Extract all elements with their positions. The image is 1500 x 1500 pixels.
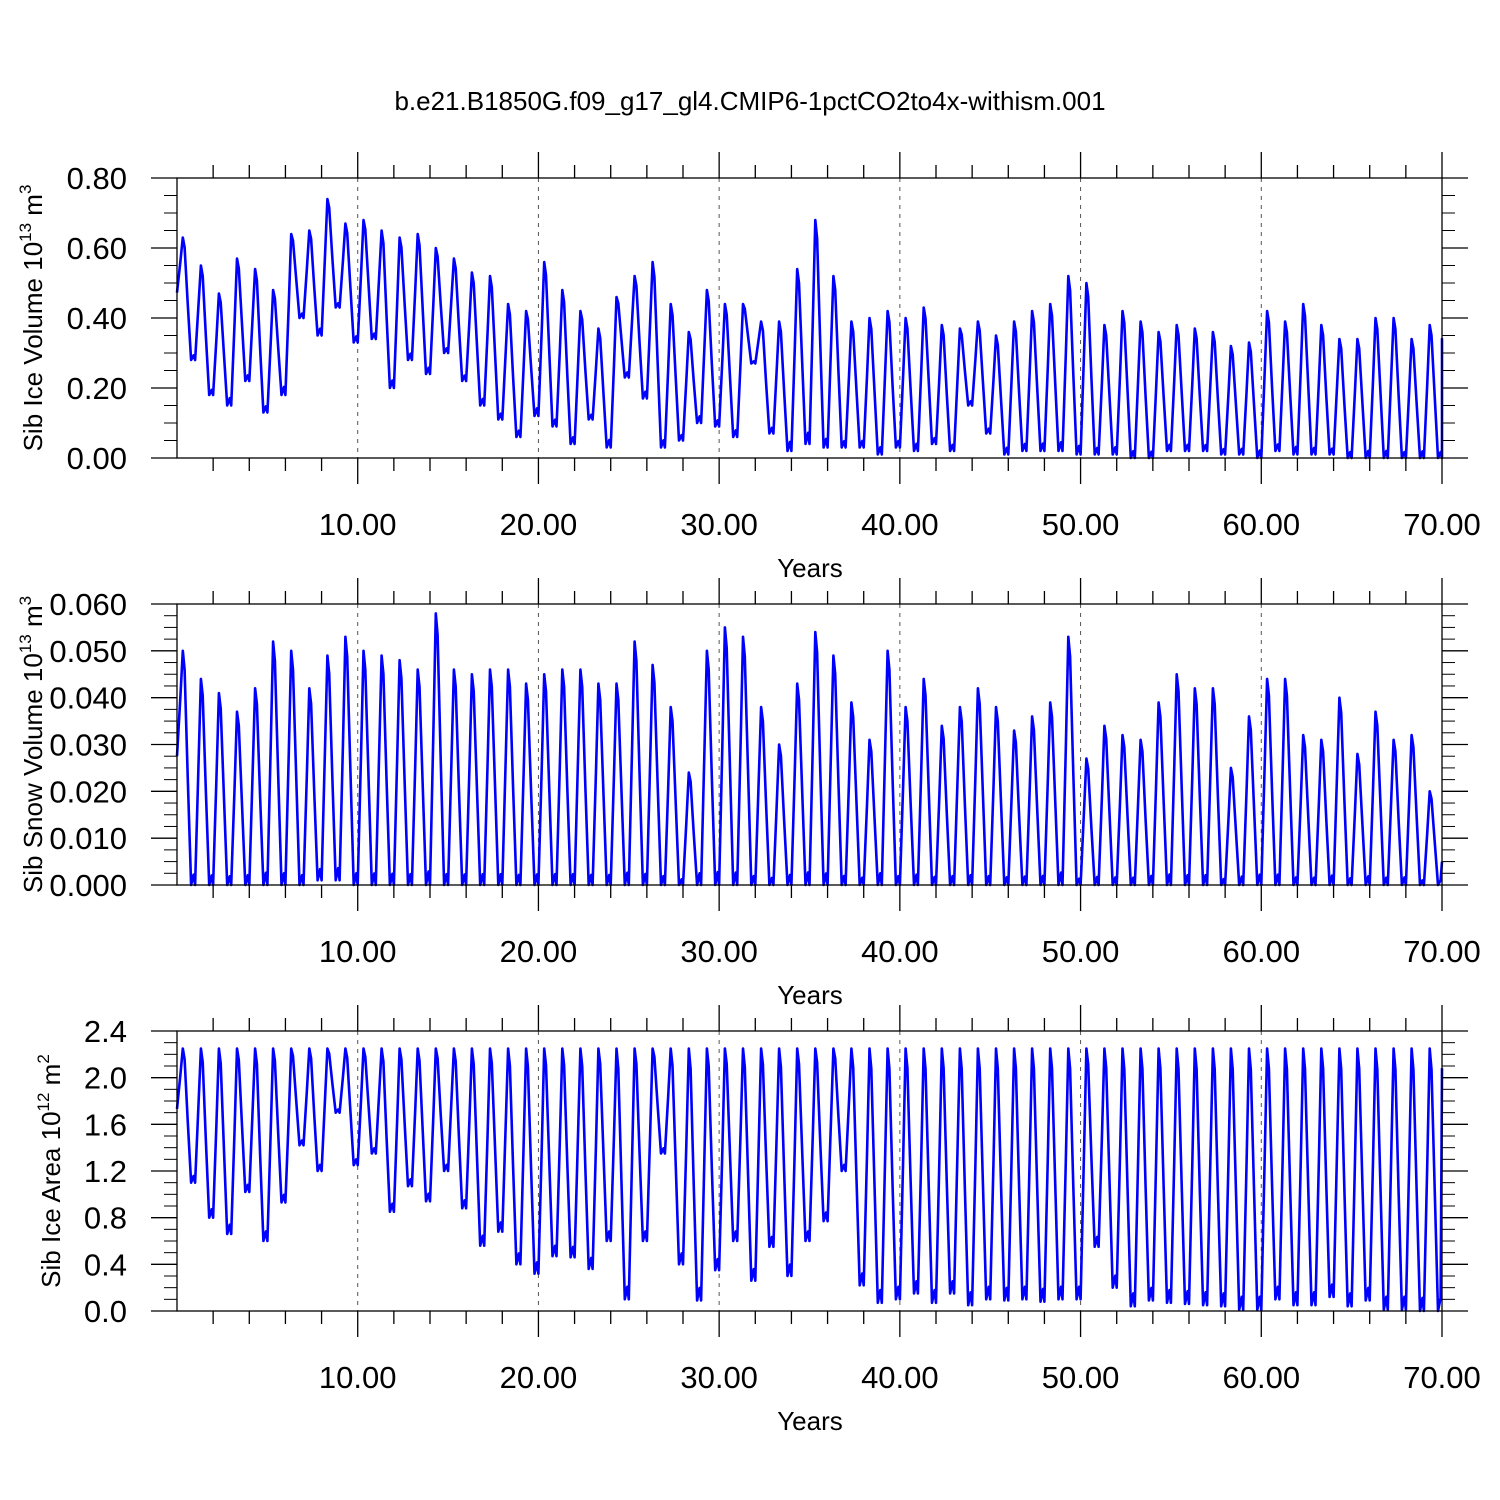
y-axis-label: Sib Ice Area 1012 m2 (34, 1054, 66, 1288)
y-tick-label: 0.030 (49, 728, 127, 763)
figure-title: b.e21.B1850G.f09_g17_gl4.CMIP6-1pctCO2to… (394, 86, 1105, 116)
x-tick-label: 50.00 (1042, 507, 1120, 542)
y-axis-label: Sib Ice Volume 1013 m3 (16, 185, 48, 452)
y-tick-label: 0.040 (49, 681, 127, 716)
y-tick-label: 0.060 (49, 587, 127, 622)
x-tick-label: 30.00 (680, 507, 758, 542)
y-axis-label-unit: m (36, 1064, 66, 1093)
y-tick-label: 0.0 (84, 1294, 127, 1329)
x-tick-label: 10.00 (319, 1360, 397, 1395)
x-tick-label: 10.00 (319, 934, 397, 969)
y-axis-label-main: Sib Snow Volume 10 (18, 653, 48, 893)
y-tick-label: 0.020 (49, 774, 127, 809)
panels: 0.00 0.20 0.40 0.60 0.80 10.00 20.00 30.00 40.00… (16, 152, 1481, 1436)
x-axis-label: Years (777, 1406, 843, 1436)
y-tick-label: 0.80 (67, 161, 127, 196)
y-tick-label: 0.4 (84, 1247, 127, 1282)
x-tick-label: 40.00 (861, 1360, 939, 1395)
x-tick-label: 50.00 (1042, 1360, 1120, 1395)
x-axis-label: Years (777, 553, 843, 583)
y-tick-label: 1.6 (84, 1107, 127, 1142)
x-tick-label: 70.00 (1403, 507, 1481, 542)
y-tick-label: 2.4 (84, 1014, 127, 1049)
x-tick-label: 30.00 (680, 1360, 758, 1395)
x-tick-label: 10.00 (319, 507, 397, 542)
x-tick-label: 40.00 (861, 507, 939, 542)
y-axis-label-main: Sib Ice Area 10 (36, 1111, 66, 1287)
y-axis-label-exponent: 12 (34, 1093, 53, 1112)
x-axis-label: Years (777, 980, 843, 1010)
x-tick-label: 40.00 (861, 934, 939, 969)
y-axis-label-main: Sib Ice Volume 10 (18, 242, 48, 452)
chart-panel-1: 0.00 0.20 0.40 0.60 0.80 10.00 20.00 30.00 40.00… (16, 152, 1481, 583)
y-axis-label-exponent: 13 (16, 634, 35, 653)
x-tick-label: 20.00 (500, 1360, 578, 1395)
x-tick-label: 20.00 (500, 507, 578, 542)
series-line (175, 612, 1444, 887)
x-tick-label: 30.00 (680, 934, 758, 969)
y-tick-label: 0.60 (67, 231, 127, 266)
x-tick-label: 60.00 (1222, 1360, 1300, 1395)
y-axis-label-unit: m (18, 605, 48, 634)
y-tick-label: 0.20 (67, 371, 127, 406)
y-tick-label: 1.2 (84, 1154, 127, 1189)
x-tick-label: 50.00 (1042, 934, 1120, 969)
y-tick-label: 0.00 (67, 441, 127, 476)
y-tick-label: 0.000 (49, 868, 127, 903)
x-tick-label: 70.00 (1403, 1360, 1481, 1395)
y-axis-label-unit: m (18, 194, 48, 223)
x-tick-label: 60.00 (1222, 934, 1300, 969)
y-tick-label: 0.010 (49, 821, 127, 856)
series-line (175, 197, 1444, 460)
y-axis-label-exponent: 13 (16, 223, 35, 242)
y-tick-label: 0.8 (84, 1201, 127, 1236)
y-tick-label: 2.0 (84, 1061, 127, 1096)
x-tick-label: 20.00 (500, 934, 578, 969)
chart-panel-2: 0.000 0.010 0.020 0.030 0.040 0.050 0.060 10.00… (16, 578, 1481, 1010)
y-axis-label-unit-exponent: 2 (34, 1054, 53, 1063)
y-tick-label: 0.050 (49, 634, 127, 669)
y-axis-label: Sib Snow Volume 1013 m3 (16, 596, 48, 893)
y-axis-label-unit-exponent: 3 (16, 185, 35, 194)
series-line (175, 1047, 1444, 1313)
x-tick-label: 70.00 (1403, 934, 1481, 969)
chart-panel-3: 0.0 0.4 0.8 1.2 1.6 2.0 2.4 10.00 20.00 30.00 40.0… (34, 1005, 1481, 1436)
y-axis-label-unit-exponent: 3 (16, 596, 35, 605)
y-tick-label: 0.40 (67, 301, 127, 336)
x-tick-label: 60.00 (1222, 507, 1300, 542)
